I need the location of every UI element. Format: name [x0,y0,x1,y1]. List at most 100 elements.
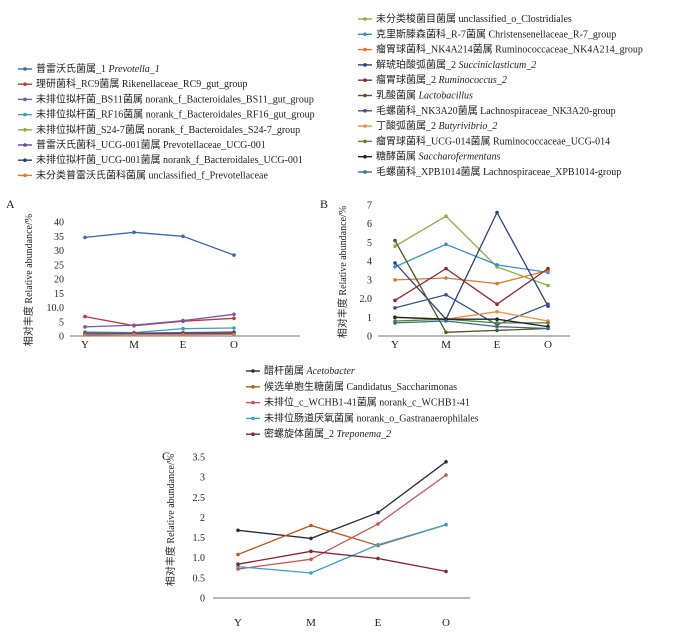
legend-cn: 未排位_c_WCHB1-41菌属 [264,396,379,409]
data-point [376,510,380,515]
data-point [132,230,136,235]
legend-cn: 普雷沃氏菌属_1 [36,62,109,75]
x-tick-label: O [230,339,238,351]
data-point [232,316,236,321]
data-point [393,315,397,320]
data-point [181,332,185,337]
legend-label: 瘤胃球菌科_NK4A214菌属 Ruminococcaceae_NK4A214_… [376,43,643,56]
data-point [309,549,313,554]
data-point [232,312,236,317]
data-point [236,528,240,533]
y-axis-label: 相对丰度 Relative abundance/% [336,206,349,338]
y-tick-label: 1.5 [193,533,206,544]
data-point [132,323,136,328]
y-tick-label: 1 [367,313,372,324]
legend-name: norank_f_Bacteroidales_UCG-001 [163,155,303,166]
data-point [393,321,397,325]
x-tick-label: E [375,617,382,629]
series-line [84,327,235,334]
legend-label: 糖酵菌属 Saccharofermentans [376,150,500,163]
legend-item: 未排位拟杆菌_S24-7菌属 norank_f_Bacteroidales_S2… [18,123,300,136]
data-point [83,325,87,329]
legend-item: 毛螺菌科_XPB1014菌属 Lachnospiraceae_XPB1014-g… [358,165,621,178]
legend-marker [23,67,27,71]
panel-label: C [162,449,170,463]
legend-cn: 丁酸弧菌属_2 [376,119,439,132]
data-point [444,266,448,271]
legend-label: 醋杆菌属 Acetobacter [264,364,355,377]
panel-label: A [6,197,15,211]
data-point [309,536,313,541]
legend-cn: 解琥珀酸弧菌属_2 [376,58,459,71]
legend-cn: 理研菌科_RC9菌属 [36,77,122,90]
data-point [393,261,397,265]
series-line [237,461,447,540]
y-tick-label: 3 [367,275,372,286]
data-point [444,522,448,527]
legend-name: norank_f_Bacteroidales_BS11_gut_group [145,94,314,105]
x-tick-label: M [441,339,451,351]
y-tick-label: 30 [54,246,64,257]
legend-item: 醋杆菌属 Acetobacter [246,364,355,377]
chart-panel-c: 醋杆菌属 Acetobacter 候选单胞生糖菌属 Candidatus_Sacc… [162,364,479,629]
y-tick-label: 1.0 [193,553,206,564]
legend-label: 普雷沃氏菌科_UCG-001菌属 Prevotellaceae_UCG-001 [36,138,266,151]
legend-label: 瘤胃球菌属_2 Ruminococcus_2 [376,73,507,86]
data-point [546,326,550,331]
series-line [394,320,549,330]
legend-name: norank_c_WCHB1-41 [379,398,470,409]
legend-marker [363,124,367,128]
legend-cn: 未排位肠道厌氧菌属 [264,411,357,424]
data-point [495,317,499,322]
x-tick-label: M [306,617,316,629]
legend-cn: 未分类梭菌目菌属 [376,12,459,25]
legend-item: 丁酸弧菌属_2 Butyrivibrio_2 [358,119,497,132]
legend-label: 未排位拟杆菌_S24-7菌属 norank_f_Bacteroidales_S2… [36,123,300,136]
series-line [237,524,447,556]
data-point [83,314,87,319]
x-tick-label: M [129,339,139,351]
legend-name: Ruminococcaceae_UCG-014 [493,136,610,147]
y-tick-label: 20 [54,275,64,286]
legend-name: unclassified_o_Clostridiales [459,14,572,25]
x-tick-label: Y [81,339,89,351]
legend-cn: 毛螺菌科_NK3A20菌属 [376,104,480,117]
y-tick-label: 4 [367,257,372,268]
data-point [309,571,313,575]
legend-item: 未排位拟杆菌_BS11菌属 norank_f_Bacteroidales_BS1… [18,92,314,105]
legend-item: 普雷沃氏菌属_1 Prevotella_1 [18,62,160,75]
legend-label: 乳酸菌属 Lactobacillus [376,89,473,102]
data-point [376,556,380,561]
series-line [237,474,447,570]
legend-name: Christensenellaceae_R-7_group [489,29,617,40]
legend-marker [23,97,27,102]
legend-marker [363,63,367,67]
legend-name: norank_f_Bacteroidales_RF16_gut_group [146,110,315,121]
legend-cn: 毛螺菌科_XPB1014菌属 [376,165,483,178]
legend-item: 未排位拟杆菌_UCG-001菌属 norank_f_Bacteroidales_… [18,153,303,166]
legend-cn: 未排位拟杆菌_BS11菌属 [36,92,145,105]
legend-marker [363,109,367,113]
legend-item: 未排位_c_WCHB1-41菌属 norank_c_WCHB1-41 [246,396,470,409]
data-point [495,328,499,333]
data-point [444,242,448,247]
legend-label: 普雷沃氏菌属_1 Prevotella_1 [36,62,160,75]
data-point [393,298,397,303]
legend-item: 毛螺菌科_NK3A20菌属 Lachnospiraceae_NK3A20-gro… [358,104,616,117]
legend-item: 候选单胞生糖菌属 Candidatus_Saccharimonas [246,380,457,393]
data-point [83,235,87,240]
y-tick-label: 25 [54,260,64,271]
legend-item: 未分类普雷沃氏菌科菌属 unclassified_f_Prevotellacea… [18,168,268,181]
legend-item: 瘤胃球菌属_2 Ruminococcus_2 [358,73,507,86]
legend-cn: 未排位拟杆菌_UCG-001菌属 [36,153,163,166]
data-point [309,523,313,528]
legend-label: 丁酸弧菌属_2 Butyrivibrio_2 [376,119,497,132]
panel-label: B [320,197,328,211]
data-point [444,214,448,218]
legend-item: 瘤胃球菌科_NK4A214菌属 Ruminococcaceae_NK4A214_… [358,43,643,56]
legend-name: Lachnospiraceae_NK3A20-group [480,106,616,117]
series-line [84,313,235,328]
data-point [236,552,240,557]
x-tick-label: E [180,339,187,351]
